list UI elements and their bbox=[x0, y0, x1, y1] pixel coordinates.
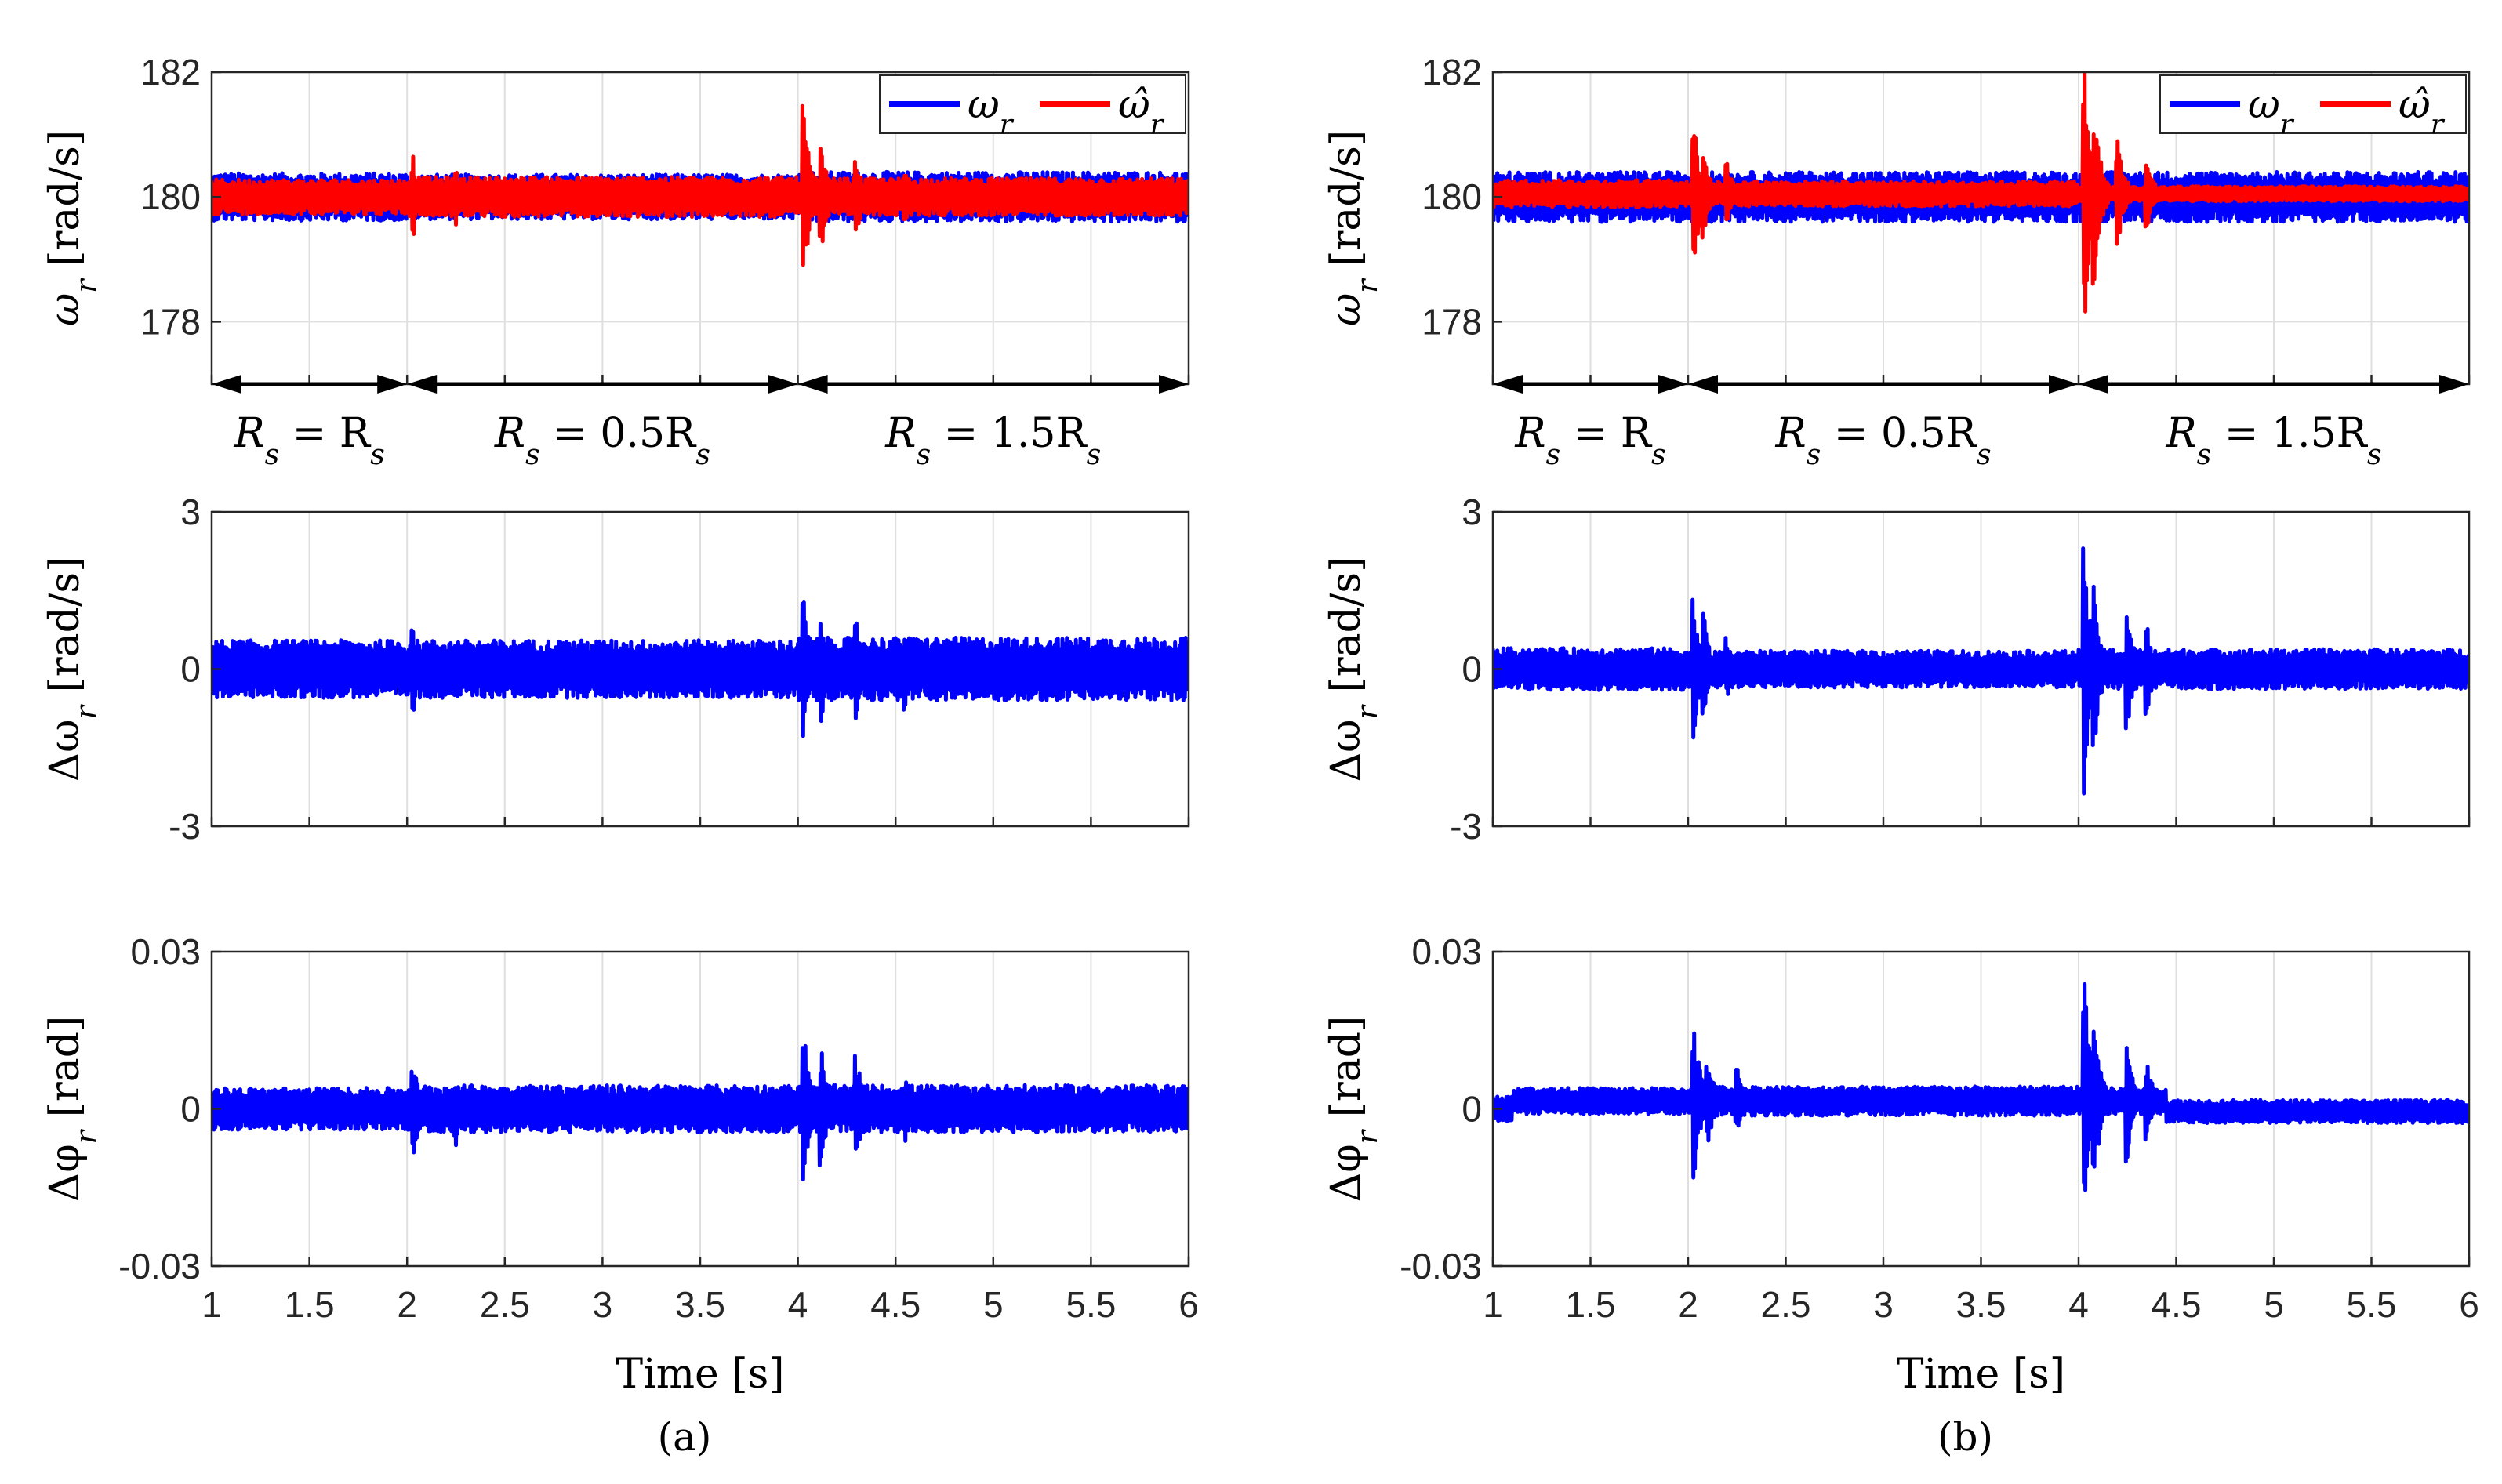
y-axis-label: Δωr [rad/s] bbox=[1323, 557, 1384, 782]
y-tick-label: -0.03 bbox=[1400, 1246, 1482, 1286]
x-tick-label: 5.5 bbox=[1066, 1284, 1116, 1325]
region-annotation: Rs = 0.5Rs bbox=[1688, 375, 2079, 471]
legend-entry: ω̂r bbox=[2399, 82, 2446, 140]
region-label: Rs = Rs bbox=[1514, 410, 1665, 471]
x-tick-label: 3 bbox=[593, 1284, 613, 1325]
region-annotation: Rs = 1.5Rs bbox=[2079, 375, 2469, 471]
region-label: Rs = 0.5Rs bbox=[1774, 410, 1991, 471]
x-tick-label: 6 bbox=[2459, 1284, 2479, 1325]
region-label: Rs = 1.5Rs bbox=[884, 410, 1101, 471]
region-arrow-head-right bbox=[1159, 375, 1189, 394]
y-axis-label: Δφr [rad] bbox=[42, 1016, 103, 1203]
x-axis-label: Time [s] bbox=[1897, 1351, 2065, 1398]
y-axis-label: ωr [rad/s] bbox=[42, 130, 103, 326]
y-tick-label: 0.03 bbox=[1411, 931, 1482, 972]
region-annotation: Rs = Rs bbox=[1493, 375, 1688, 471]
region-label: Rs = 1.5Rs bbox=[2165, 410, 2381, 471]
x-tick-label: 3 bbox=[1873, 1284, 1894, 1325]
x-tick-label: 1 bbox=[1483, 1284, 1503, 1325]
legend-entry: ωr bbox=[2248, 82, 2295, 140]
region-arrow-head-right bbox=[1658, 375, 1688, 394]
y-tick-label: 0 bbox=[180, 1089, 201, 1130]
series-line-measured bbox=[212, 1043, 1189, 1181]
y-tick-label: -3 bbox=[169, 806, 201, 847]
x-tick-label: 5 bbox=[983, 1284, 1004, 1325]
subplot-speed-error-b: 3 0 -3 Δωr [rad/s] bbox=[1323, 492, 2471, 847]
x-tick-label: 2.5 bbox=[1761, 1284, 1811, 1325]
region-arrow-head-left bbox=[797, 375, 828, 394]
x-tick-label: 2.5 bbox=[480, 1284, 530, 1325]
region-arrow-head-right bbox=[377, 375, 408, 394]
y-tick-label: -3 bbox=[1450, 806, 1482, 847]
x-tick-label: 3.5 bbox=[1956, 1284, 2006, 1325]
panel-b: 182 180 178 ωr [rad/s] ωr ω̂r Rs = Rs Rs = 0.5R… bbox=[1323, 52, 2479, 1460]
region-annotation: Rs = Rs bbox=[212, 375, 408, 471]
x-tick-label: 4.5 bbox=[2152, 1284, 2202, 1325]
x-tick-label: 4.5 bbox=[870, 1284, 921, 1325]
subplot-speed-error-a: 3 0 -3 Δωr [rad/s] bbox=[42, 492, 1190, 847]
legend: ωr ω̂r bbox=[879, 74, 1186, 140]
region-arrow-head-right bbox=[2439, 375, 2469, 394]
y-tick-label: 180 bbox=[1422, 176, 1482, 217]
x-axis-label: Time [s] bbox=[616, 1351, 784, 1398]
x-tick-label: 3.5 bbox=[675, 1284, 725, 1325]
y-tick-label: 3 bbox=[180, 492, 201, 532]
legend-entry: ωr bbox=[968, 82, 1015, 140]
region-annotation: Rs = 0.5Rs bbox=[407, 375, 798, 471]
region-label: Rs = Rs bbox=[233, 410, 384, 471]
region-annotation: Rs = 1.5Rs bbox=[797, 375, 1189, 471]
x-tick-label: 5 bbox=[2264, 1284, 2284, 1325]
series-line-estimated bbox=[212, 103, 1189, 267]
y-axis-label: Δφr [rad] bbox=[1323, 1016, 1384, 1203]
x-tick-label: 2 bbox=[397, 1284, 417, 1325]
region-arrow-head-left bbox=[212, 375, 241, 394]
x-tick-label: 4 bbox=[788, 1284, 808, 1325]
y-tick-label: 0 bbox=[1462, 1089, 1482, 1130]
region-arrow-head-right bbox=[768, 375, 798, 394]
series-line-measured bbox=[1493, 546, 2469, 796]
y-tick-label: 0 bbox=[1462, 649, 1482, 690]
legend-entry: ω̂r bbox=[1118, 82, 1165, 140]
x-tick-label: 1 bbox=[202, 1284, 222, 1325]
region-arrow-head-left bbox=[407, 375, 438, 394]
y-tick-label: 0 bbox=[180, 649, 201, 690]
region-label: Rs = 0.5Rs bbox=[494, 410, 710, 471]
panel-a: 182 180 178 ωr [rad/s] ωr ω̂r Rs = Rs Rs = 0.5R… bbox=[42, 52, 1199, 1460]
y-tick-label: -0.03 bbox=[118, 1246, 201, 1286]
y-tick-label: 3 bbox=[1462, 492, 1482, 532]
x-tick-label: 4 bbox=[2068, 1284, 2089, 1325]
series-line-estimated bbox=[1493, 72, 2469, 314]
panel-caption: (a) bbox=[658, 1414, 712, 1460]
subplot-speed-a: 182 180 178 ωr [rad/s] ωr ω̂r Rs = Rs Rs = 0.5R… bbox=[42, 52, 1190, 471]
y-tick-label: 0.03 bbox=[130, 931, 201, 972]
x-tick-label: 1.5 bbox=[285, 1284, 335, 1325]
y-tick-label: 178 bbox=[140, 301, 201, 342]
series-line-measured bbox=[212, 600, 1189, 738]
region-arrow-head-right bbox=[2049, 375, 2079, 394]
x-tick-label: 6 bbox=[1178, 1284, 1199, 1325]
y-tick-label: 182 bbox=[140, 52, 201, 93]
x-tick-label: 2 bbox=[1678, 1284, 1698, 1325]
y-tick-label: 178 bbox=[1422, 301, 1482, 342]
legend: ωr ω̂r bbox=[2159, 74, 2467, 140]
x-tick-label: 5.5 bbox=[2347, 1284, 2397, 1325]
y-tick-label: 180 bbox=[140, 176, 201, 217]
region-arrow-head-left bbox=[1688, 375, 1718, 394]
region-arrow-head-left bbox=[1493, 375, 1523, 394]
subplot-speed-b: 182 180 178 ωr [rad/s] ωr ω̂r Rs = Rs Rs = 0.5R… bbox=[1323, 52, 2471, 471]
y-axis-label: Δωr [rad/s] bbox=[42, 557, 103, 782]
series-line-measured bbox=[1493, 982, 2469, 1192]
panel-caption: (b) bbox=[1937, 1414, 1993, 1460]
y-tick-label: 182 bbox=[1422, 52, 1482, 93]
subplot-angle-error-a: 0.03 0 -0.03 Δφr [rad] bbox=[42, 931, 1190, 1286]
region-arrow-head-left bbox=[2079, 375, 2108, 394]
subplot-angle-error-b: 0.03 0 -0.03 Δφr [rad] bbox=[1323, 931, 2471, 1286]
y-axis-label: ωr [rad/s] bbox=[1323, 130, 1384, 326]
x-tick-label: 1.5 bbox=[1566, 1284, 1616, 1325]
